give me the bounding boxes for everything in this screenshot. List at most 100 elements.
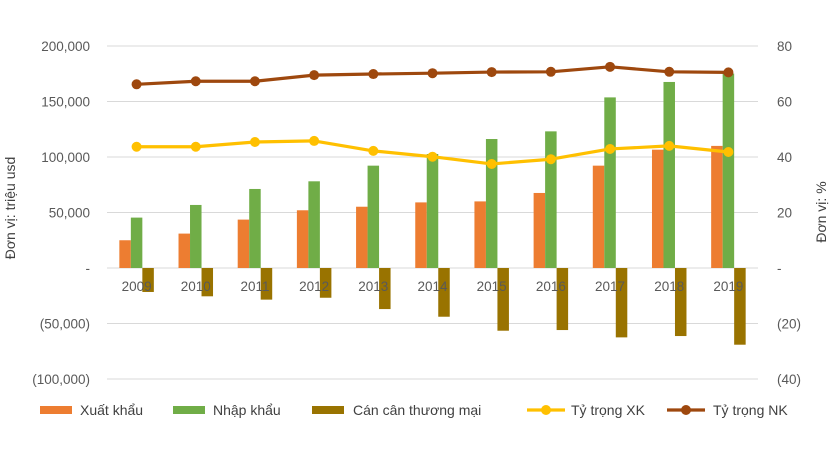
category-labels: 2009 2010 2011 2012 2013 2014 2015 2016 2017 2018… (122, 279, 744, 294)
legend-label: Xuất khẩu (80, 402, 143, 418)
legend-item: Tỷ trọng XK (527, 402, 646, 418)
bar-xuất-khẩu (533, 192, 546, 268)
bar-nhập-khẩu (426, 154, 439, 268)
bar-nhập-khẩu (663, 81, 675, 269)
category-label: 2011 (240, 279, 269, 294)
bar-xuất-khẩu (296, 210, 309, 268)
category-label: 2012 (299, 279, 329, 294)
line-marker (664, 140, 675, 151)
legend-swatch (312, 406, 344, 414)
right-tick-label: 40 (777, 150, 792, 165)
legend-item: Nhập khẩu (173, 402, 281, 418)
line-marker (486, 158, 497, 169)
bar-cán-cân-thương-mại (319, 268, 332, 298)
bar-nhập-khẩu (367, 165, 380, 268)
bar-nhập-khẩu (604, 97, 616, 268)
bar-nhập-khẩu (249, 188, 261, 268)
line-marker (309, 135, 320, 146)
left-tick-label: 150,000 (41, 95, 90, 110)
line-marker (190, 76, 201, 87)
bar-nhập-khẩu (190, 204, 202, 268)
line-marker (368, 145, 379, 156)
line-marker (605, 61, 616, 72)
line-marker (723, 147, 734, 158)
legend-label: Cán cân thương mại (353, 402, 481, 418)
bar-series (119, 73, 746, 345)
category-label: 2015 (477, 279, 507, 294)
right-axis-ticks: 80 60 40 20 - (20) (40) (777, 39, 801, 387)
line-marker (427, 68, 438, 79)
right-tick-label: (40) (777, 372, 801, 387)
line-marker (486, 67, 497, 78)
legend-swatch (40, 406, 72, 414)
left-tick-label: (50,000) (40, 317, 90, 332)
line-marker (545, 66, 556, 77)
left-tick-label: 50,000 (49, 206, 90, 221)
bar-cán-cân-thương-mại (497, 268, 509, 331)
legend-item: Xuất khẩu (40, 402, 143, 418)
bar-xuất-khẩu (651, 149, 664, 268)
line-marker (249, 137, 260, 148)
line-series (131, 61, 734, 169)
line-marker (664, 66, 675, 77)
bar-nhập-khẩu (308, 181, 320, 268)
left-axis-title: Đơn vị: triệu usd (2, 157, 18, 260)
left-tick-label: 100,000 (41, 150, 90, 165)
bar-xuất-khẩu (474, 201, 486, 268)
bar-cán-cân-thương-mại (438, 268, 450, 317)
bar-cán-cân-thương-mại (379, 268, 391, 310)
bar-cán-cân-thương-mại (260, 268, 273, 300)
bar-cán-cân-thương-mại (615, 268, 628, 338)
bar-nhập-khẩu (545, 131, 557, 268)
bar-xuất-khẩu (592, 165, 605, 268)
left-axis-ticks: 200,000 150,000 100,000 50,000 - (50,000) (100… (32, 39, 90, 387)
category-label: 2019 (713, 279, 743, 294)
category-label: 2010 (181, 279, 211, 294)
line-marker (131, 141, 142, 152)
right-tick-label: (20) (777, 317, 801, 332)
line-marker (190, 141, 201, 152)
legend-item: Tỷ trọng NK (667, 402, 788, 418)
left-tick-label: (100,000) (32, 372, 90, 387)
bar-xuất-khẩu (356, 206, 368, 268)
bar-xuất-khẩu (119, 240, 131, 268)
legend-marker (681, 405, 691, 415)
right-axis-title: Đơn vị: % (813, 181, 829, 242)
bar-cán-cân-thương-mại (674, 268, 687, 337)
right-tick-label: - (777, 261, 782, 276)
bar-nhập-khẩu (130, 217, 143, 268)
bar-cán-cân-thương-mại (201, 268, 214, 297)
category-label: 2016 (536, 279, 566, 294)
legend-label: Tỷ trọng NK (713, 402, 788, 418)
legend-item: Cán cân thương mại (312, 402, 481, 418)
line-marker (131, 79, 142, 90)
legend: Xuất khẩu Nhập khẩu Cán cân thương mại Tỷ t… (40, 402, 788, 418)
bar-nhập-khẩu (722, 73, 735, 268)
line-marker (427, 151, 438, 162)
legend-label: Nhập khẩu (213, 402, 281, 418)
bar-nhập-khẩu (485, 139, 498, 268)
line-marker (368, 69, 379, 80)
category-label: 2017 (595, 279, 625, 294)
bar-xuất-khẩu (711, 145, 723, 268)
category-label: 2009 (122, 279, 152, 294)
right-tick-label: 80 (777, 39, 792, 54)
left-tick-label: 200,000 (41, 39, 90, 54)
legend-label: Tỷ trọng XK (571, 402, 646, 418)
line-marker (723, 67, 734, 78)
legend-swatch (173, 406, 205, 414)
category-label: 2018 (654, 279, 684, 294)
line-marker (605, 143, 616, 154)
bar-xuất-khẩu (237, 219, 250, 268)
line-marker (249, 76, 260, 87)
line-marker (309, 70, 320, 81)
category-label: 2014 (417, 279, 448, 294)
right-tick-label: 20 (777, 206, 792, 221)
line-marker (545, 154, 556, 165)
left-tick-label: - (86, 261, 91, 276)
legend-marker (541, 405, 551, 415)
right-tick-label: 60 (777, 95, 792, 110)
bar-cán-cân-thương-mại (142, 268, 154, 292)
